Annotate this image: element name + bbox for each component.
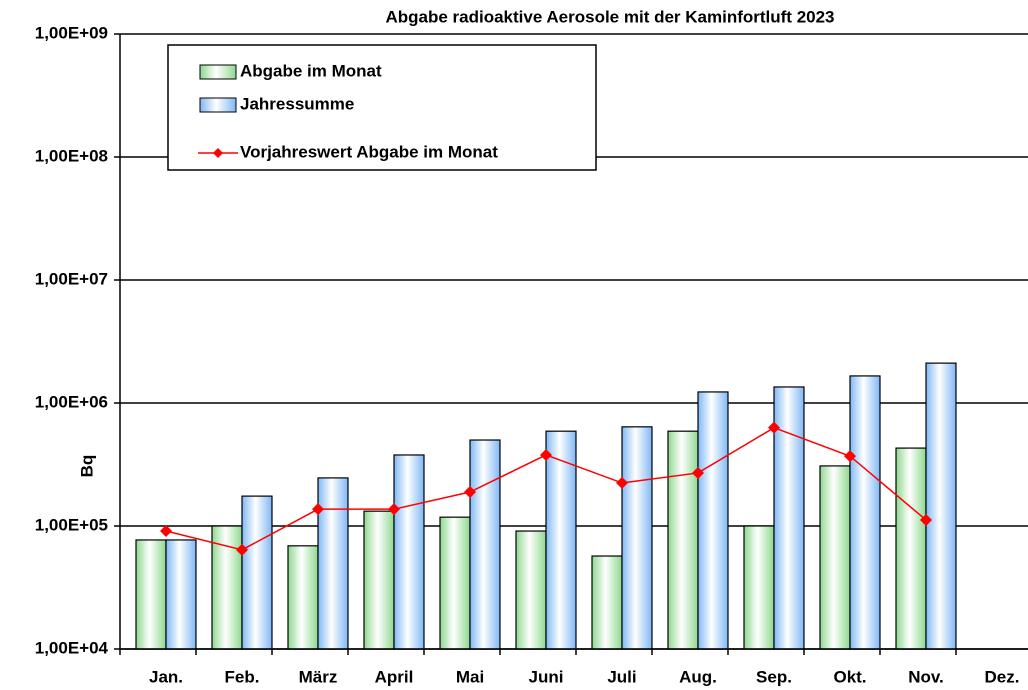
legend-label: Vorjahreswert Abgabe im Monat (240, 142, 498, 161)
bar (591, 555, 623, 650)
bar (925, 362, 957, 650)
y-tick-label: 1,00E+09 (35, 23, 108, 42)
bar (241, 495, 273, 650)
x-tick-label: Nov. (908, 667, 944, 686)
line-marker (312, 503, 324, 516)
bar (743, 525, 775, 650)
y-tick-label: 1,00E+05 (35, 515, 108, 534)
x-tick-label: Mai (456, 667, 484, 686)
legend-swatch (199, 64, 237, 80)
bar (439, 516, 471, 650)
y-axis-label: Bq (77, 455, 96, 478)
x-tick-label: Aug. (679, 667, 717, 686)
y-tick-label: 1,00E+06 (35, 392, 108, 411)
line-marker (236, 543, 248, 556)
legend-box (167, 44, 597, 171)
bar (545, 430, 577, 650)
line-marker (464, 485, 476, 498)
line-marker (920, 513, 932, 526)
chart-title: Abgabe radioaktive Aerosole mit der Kami… (385, 7, 834, 26)
bar (287, 545, 319, 650)
y-tick-label: 1,00E+08 (35, 146, 108, 165)
x-tick-label: Juli (607, 667, 636, 686)
x-tick-label: Okt. (833, 667, 866, 686)
bar (469, 439, 501, 650)
x-tick-label: Juni (529, 667, 564, 686)
line-marker (844, 450, 856, 463)
bar (317, 477, 349, 650)
legend-swatch (199, 97, 237, 113)
y-tick-label: 1,00E+04 (35, 638, 109, 657)
bar (515, 530, 547, 650)
bar (667, 430, 699, 650)
bar (819, 465, 851, 650)
x-tick-label: März (299, 667, 338, 686)
bar (895, 447, 927, 650)
bar (621, 426, 653, 650)
x-tick-label: Feb. (225, 667, 260, 686)
line-marker (160, 525, 172, 538)
line-marker (388, 503, 400, 516)
legend-marker (213, 148, 223, 158)
bar (849, 375, 881, 650)
bar (211, 525, 243, 650)
line-marker (768, 421, 780, 434)
line-marker (616, 476, 628, 489)
x-tick-label: April (375, 667, 414, 686)
bar (363, 510, 395, 650)
legend-label: Abgabe im Monat (240, 61, 382, 80)
legend-label: Jahressumme (240, 94, 354, 113)
bar (135, 539, 167, 650)
bar (165, 539, 197, 650)
bar (697, 391, 729, 650)
x-tick-label: Sep. (756, 667, 792, 686)
line-marker (540, 448, 552, 461)
bar (393, 454, 425, 650)
x-tick-label: Jan. (149, 667, 183, 686)
line-marker (692, 466, 704, 479)
y-tick-label: 1,00E+07 (35, 269, 108, 288)
x-tick-label: Dez. (985, 667, 1020, 686)
